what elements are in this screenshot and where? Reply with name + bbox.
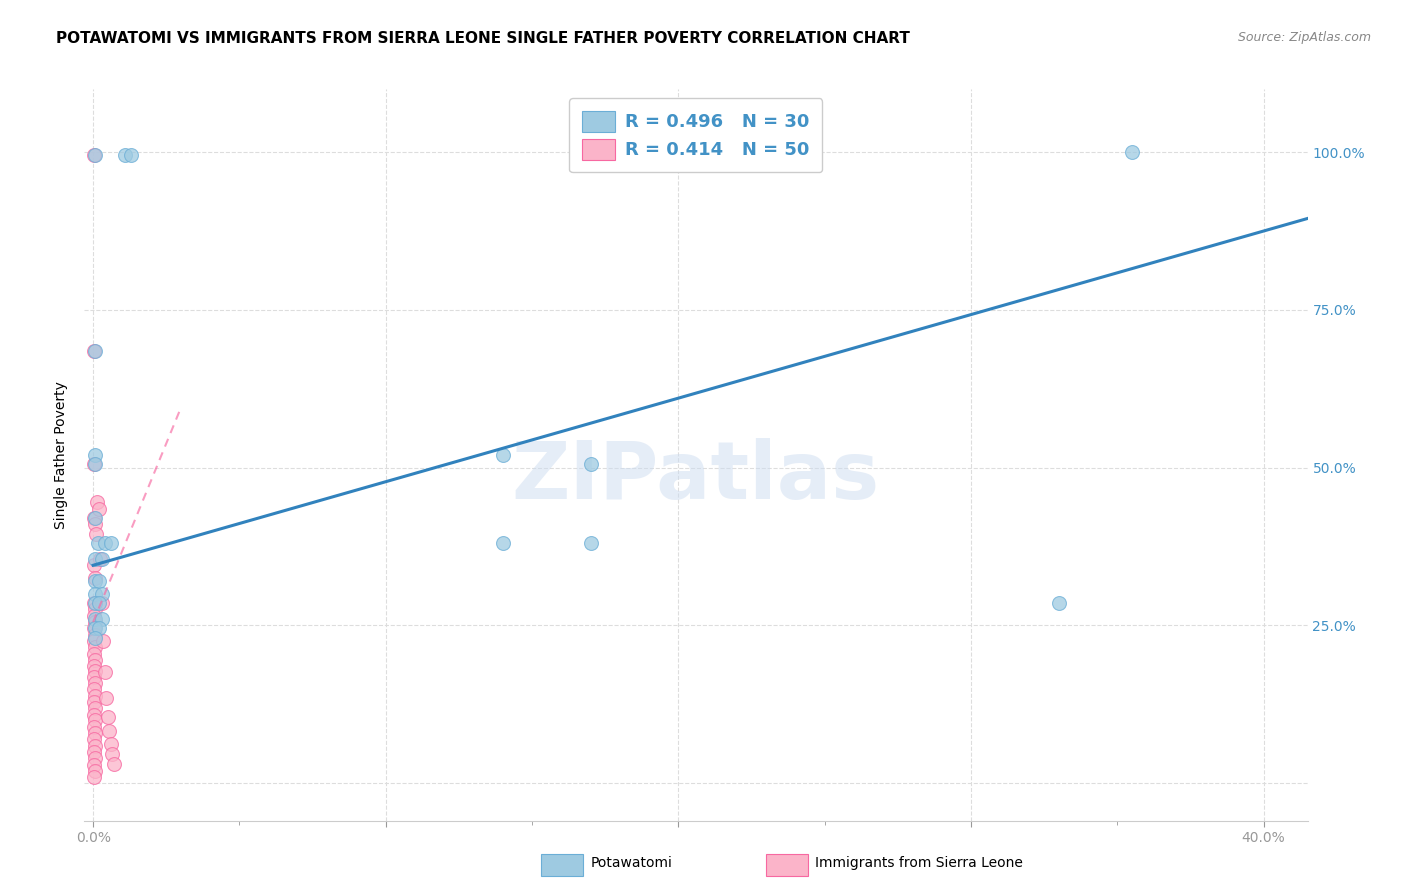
Point (84, 343, 107, 358)
Point (83, 720, 105, 734)
Point (83, 148, 105, 162)
Point (114, 148, 136, 162)
Point (83, 670, 105, 684)
Point (83, 701, 105, 715)
Point (87, 574, 110, 588)
Point (83, 634, 105, 648)
Point (83, 659, 105, 673)
Point (83, 664, 105, 678)
Point (84, 148, 107, 162)
Point (83, 757, 105, 772)
Point (579, 458, 602, 472)
Point (83, 739, 105, 753)
Point (84, 552, 107, 566)
Text: Source: ZipAtlas.com: Source: ZipAtlas.com (1237, 31, 1371, 45)
Point (120, 148, 142, 162)
Point (90, 612, 112, 626)
Point (1121, 145, 1143, 160)
Point (83, 653, 105, 667)
Text: Immigrants from Sierra Leone: Immigrants from Sierra Leone (815, 855, 1024, 870)
Point (84, 448, 107, 462)
Point (84, 458, 107, 472)
Point (97, 709, 120, 723)
Point (1310, 653, 1333, 667)
Point (89, 552, 111, 566)
Point (84, 621, 107, 635)
Point (90, 552, 112, 566)
Point (83, 745, 105, 759)
Point (84, 596, 107, 610)
Point (94, 665, 117, 680)
Point (100, 737, 122, 751)
Point (83, 676, 105, 690)
Point (1047, 596, 1070, 610)
Point (84, 587, 107, 601)
Point (83, 640, 105, 655)
Point (83, 596, 105, 610)
Point (83, 695, 105, 709)
Point (84, 631, 107, 645)
Point (83, 621, 105, 635)
Point (83, 764, 105, 778)
Point (84, 511, 107, 525)
Point (83, 571, 105, 585)
Text: POTAWATOMI VS IMMIGRANTS FROM SIERRA LEONE SINGLE FATHER POVERTY CORRELATION CHA: POTAWATOMI VS IMMIGRANTS FROM SIERRA LEO… (56, 31, 910, 46)
Point (83, 770, 105, 784)
Point (98, 724, 121, 739)
Point (100, 536, 122, 550)
Point (83, 714, 105, 728)
Point (87, 621, 110, 635)
Y-axis label: Single Father Poverty: Single Father Poverty (55, 381, 69, 529)
Point (83, 627, 105, 641)
Point (103, 756, 125, 771)
Point (87, 596, 110, 610)
Point (101, 747, 124, 762)
Point (93, 634, 115, 648)
Point (83, 732, 105, 747)
Point (83, 458, 105, 472)
Point (83, 647, 105, 661)
Point (84, 574, 107, 588)
Point (492, 536, 515, 550)
Point (579, 536, 602, 550)
Point (83, 689, 105, 703)
Point (83, 615, 105, 629)
Point (86, 536, 108, 550)
Point (83, 682, 105, 697)
Legend: R = 0.496   N = 30, R = 0.414   N = 50: R = 0.496 N = 30, R = 0.414 N = 50 (569, 98, 823, 172)
Point (90, 587, 112, 601)
Point (86, 495, 108, 509)
Point (83, 751, 105, 765)
Point (84, 526, 107, 541)
Point (83, 726, 105, 740)
Point (84, 517, 107, 532)
Point (83, 511, 105, 525)
Point (83, 608, 105, 623)
Text: Potawatomi: Potawatomi (591, 855, 672, 870)
Point (83, 343, 105, 358)
Point (96, 690, 118, 705)
Point (84, 612, 107, 626)
Text: ZIPatlas: ZIPatlas (512, 438, 880, 516)
Point (83, 707, 105, 722)
Point (94, 536, 117, 550)
Point (83, 602, 105, 616)
Point (492, 448, 515, 462)
Point (87, 501, 110, 516)
Point (83, 558, 105, 573)
Point (90, 596, 112, 610)
